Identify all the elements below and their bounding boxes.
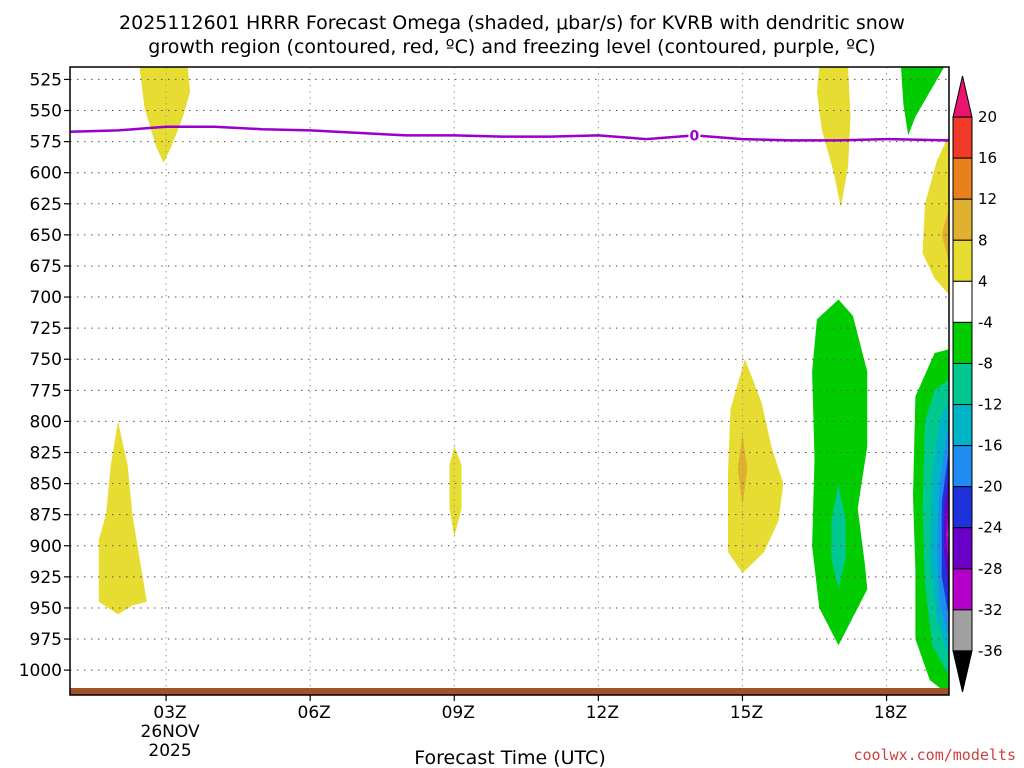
pressure-tick-label: 650 [30, 226, 62, 246]
colorbar-swatch [952, 116, 973, 159]
colorbar-tick-label: -8 [978, 354, 993, 372]
colorbar-swatch [952, 362, 973, 406]
colorbar-tick-label: -36 [978, 642, 1003, 660]
colorbar-swatch [952, 157, 973, 200]
green-omega-region [901, 67, 945, 136]
colorbar-tick-label: -20 [978, 478, 1003, 496]
colorbar-tick-label: -4 [978, 313, 993, 331]
pressure-tick-label: 700 [30, 288, 62, 308]
colorbar-bottom-arrow [952, 650, 973, 693]
year-label: 2025 [148, 741, 191, 761]
colorbar-tick-label: 4 [978, 272, 988, 290]
chart-title-line-2: growth region (contoured, red, ºC) and f… [148, 36, 875, 58]
chart-title-line-1: 2025112601 HRRR Forecast Omega (shaded, … [119, 12, 905, 34]
freezing-level-line [70, 125, 949, 142]
yellow-omega-region [728, 359, 784, 574]
pressure-tick-label: 525 [30, 70, 62, 90]
pressure-tick-label: 900 [30, 537, 62, 557]
colorbar-swatch [952, 568, 973, 611]
plot-frame [69, 66, 950, 696]
yellow-omega-region [922, 135, 949, 295]
pressure-tick-label: 550 [30, 102, 62, 122]
omega-colorbar: 20 16 12 8 4 -4 -8 -12 -16 -20 -24 -28 -32 -36 [952, 75, 1003, 693]
colorbar-tick-label: 20 [978, 108, 997, 126]
time-tick-label: 09Z [442, 703, 475, 723]
time-tick-label: 15Z [730, 703, 763, 723]
yellow-omega-region [816, 67, 851, 208]
colorbar-swatch [952, 239, 973, 282]
time-tick-label: 06Z [298, 703, 331, 723]
colorbar-swatch [952, 486, 973, 529]
x-axis-label: Forecast Time (UTC) [414, 747, 605, 768]
pressure-tick-label: 925 [30, 568, 62, 588]
yellow-omega-region [449, 446, 462, 538]
omega-shading [98, 67, 949, 695]
colorbar-swatch [952, 609, 973, 652]
colorbar-tick-label: -32 [978, 601, 1003, 619]
time-tick-label: 12Z [586, 703, 619, 723]
pressure-tick-label: 850 [30, 475, 62, 495]
colorbar-tick-label: -24 [978, 519, 1003, 537]
colorbar-tick-label: 8 [978, 231, 988, 249]
colorbar-swatch [952, 527, 973, 570]
green-omega-region [812, 299, 868, 646]
pressure-tick-label: 775 [30, 381, 62, 401]
pressure-tick-label: 825 [30, 444, 62, 464]
pressure-tick-label: 800 [30, 412, 62, 432]
colorbar-tick-label: -12 [978, 396, 1003, 414]
yellow-omega-region [98, 421, 147, 615]
pressure-tick-label: 625 [30, 195, 62, 215]
colorbar-swatch [952, 198, 973, 241]
pressure-tick-label: 1000 [19, 661, 62, 681]
colorbar-tick-label: -28 [978, 560, 1003, 578]
time-tick-label: 03Z [153, 703, 186, 723]
pressure-axis: 525 550 575 600 625 650 675 700 725 750 775 800 825 8… [19, 70, 70, 681]
pressure-tick-label: 675 [30, 257, 62, 277]
colorbar-tick-label: -16 [978, 437, 1003, 455]
colorbar-swatch [952, 321, 973, 364]
pressure-tick-label: 575 [30, 133, 62, 153]
teal-omega-region [831, 483, 846, 590]
date-label: 26NOV [141, 722, 200, 742]
pressure-tick-label: 750 [30, 350, 62, 370]
site-credit: coolwx.com/modelts [853, 746, 1016, 764]
colorbar-top-arrow [952, 75, 973, 118]
freezing-level-label: 0 [690, 128, 700, 144]
colorbar-swatch [952, 445, 973, 488]
colorbar-swatch [952, 404, 973, 447]
time-tick-label: 18Z [874, 703, 907, 723]
colorbar-tick-label: 16 [978, 149, 997, 167]
plot-grid [70, 67, 949, 695]
pressure-tick-label: 950 [30, 599, 62, 619]
colorbar-swatch [952, 280, 973, 323]
contour-label-background [688, 128, 701, 143]
pressure-tick-label: 875 [30, 506, 62, 526]
freezing-level-contour: 0 [70, 125, 949, 144]
yellow-omega-region [139, 67, 191, 163]
colorbar-tick-label: 12 [978, 190, 997, 208]
pressure-tick-label: 600 [30, 164, 62, 184]
pressure-tick-label: 975 [30, 630, 62, 650]
pressure-tick-label: 725 [30, 319, 62, 339]
surface-ground-bar [70, 688, 949, 695]
